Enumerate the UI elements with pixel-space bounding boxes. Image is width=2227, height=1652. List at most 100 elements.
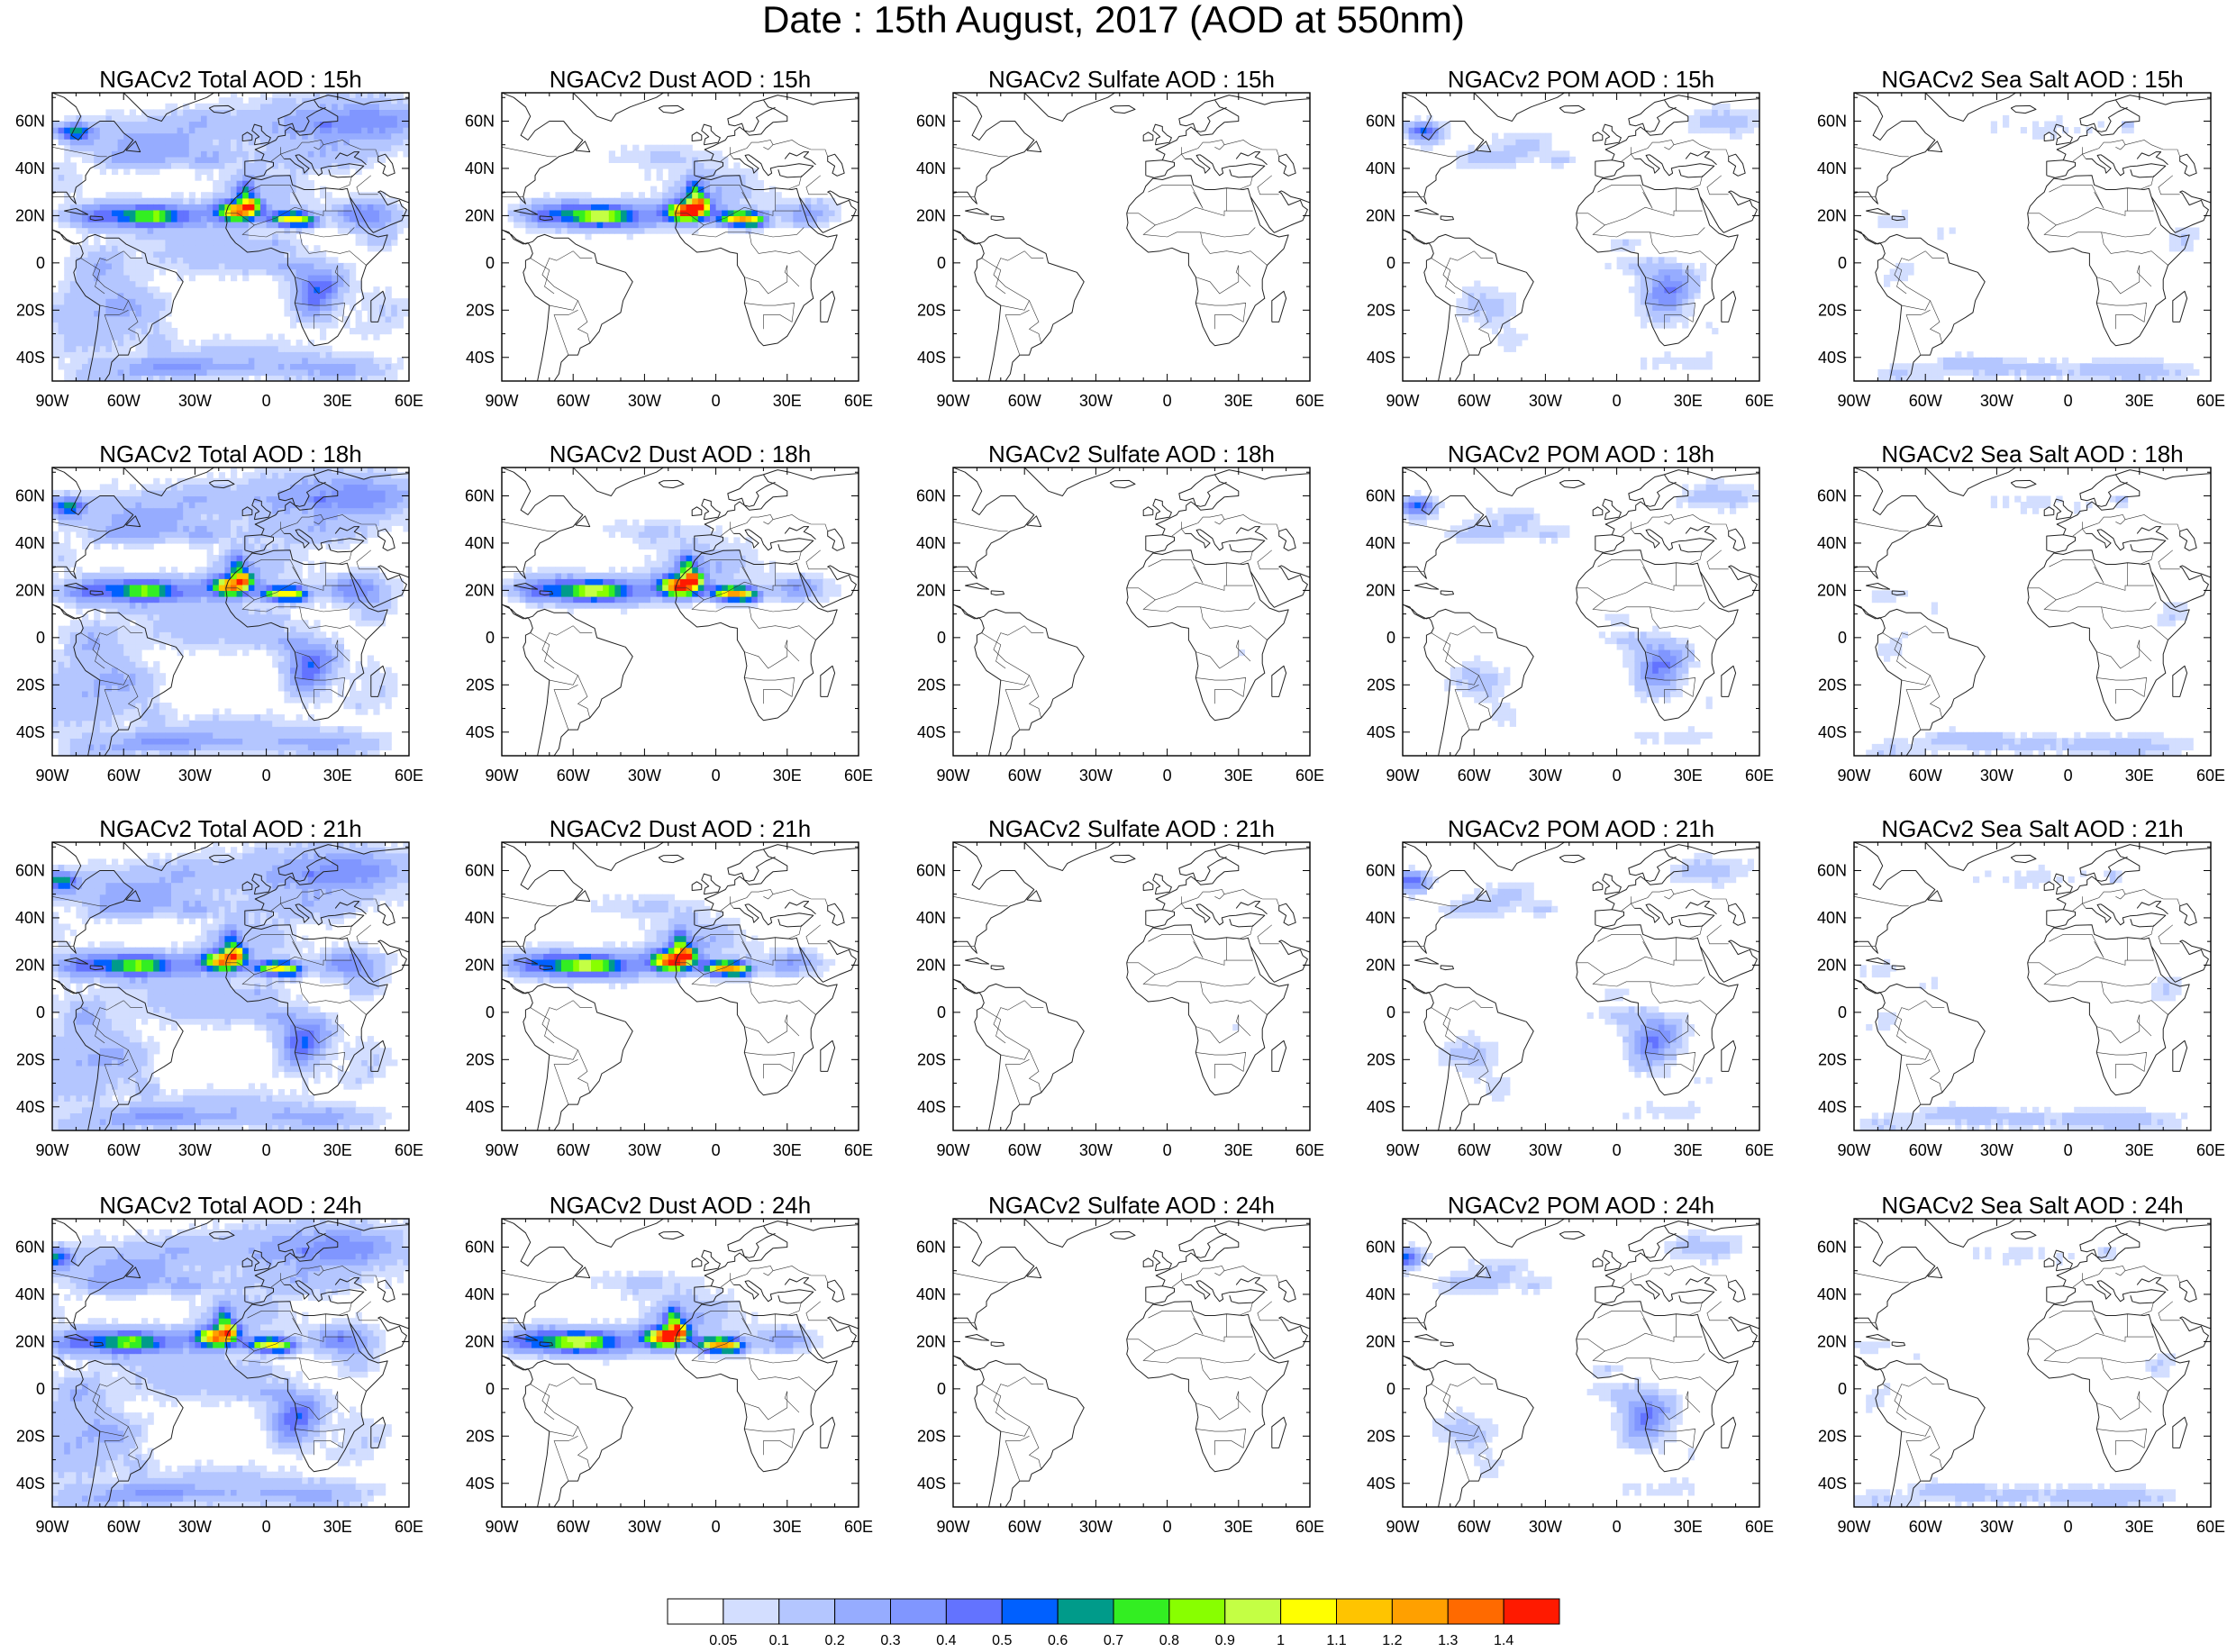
lon-tick-label: 30E xyxy=(323,1141,352,1159)
panel-title: NGACv2 Dust AOD : 24h xyxy=(502,1192,859,1219)
lat-tick-label: 60N xyxy=(1366,112,1395,130)
lon-tick-label: 0 xyxy=(262,392,271,410)
lon-tick-label: 60E xyxy=(2196,392,2225,410)
lat-tick-label: 40N xyxy=(916,909,946,927)
lon-tick-label: 0 xyxy=(262,767,271,785)
panel-title: NGACv2 Sulfate AOD : 21h xyxy=(953,815,1310,842)
lat-tick-label: 0 xyxy=(36,1380,45,1398)
panel-title: NGACv2 Dust AOD : 15h xyxy=(502,66,859,93)
lon-tick-label: 90W xyxy=(1837,1518,1870,1536)
lon-tick-label: 0 xyxy=(2064,767,2073,785)
lon-tick-label: 30E xyxy=(1224,1518,1253,1536)
lon-tick-label: 60W xyxy=(1458,1141,1491,1159)
lat-tick-label: 40S xyxy=(16,1098,45,1116)
lon-tick-label: 30W xyxy=(1529,767,1562,785)
lon-tick-label: 30W xyxy=(1079,392,1113,410)
lon-tick-label: 60W xyxy=(1008,767,1041,785)
lon-tick-label: 60E xyxy=(1745,1518,1774,1536)
lon-tick-label: 60E xyxy=(1745,1141,1774,1159)
lat-tick-label: 60N xyxy=(1366,861,1395,879)
lat-tick-label: 20S xyxy=(917,1427,946,1445)
lat-tick-label: 60N xyxy=(916,861,946,879)
lat-tick-label: 0 xyxy=(1386,629,1395,647)
lat-tick-label: 40N xyxy=(15,534,45,552)
lat-tick-label: 20S xyxy=(1367,676,1395,694)
lon-tick-label: 30E xyxy=(1674,1141,1703,1159)
lat-tick-label: 60N xyxy=(1366,486,1395,504)
lat-tick-label: 60N xyxy=(465,112,495,130)
lon-tick-label: 60W xyxy=(557,392,590,410)
colorbar-swatch xyxy=(1504,1599,1559,1624)
lon-tick-label: 60W xyxy=(107,1518,141,1536)
colorbar-label: 0.5 xyxy=(992,1633,1012,1647)
lat-tick-label: 40N xyxy=(1366,909,1395,927)
lat-tick-label: 60N xyxy=(465,486,495,504)
lon-tick-label: 90W xyxy=(936,392,969,410)
lat-tick-label: 40N xyxy=(1817,159,1847,177)
lat-tick-label: 20S xyxy=(1818,1427,1847,1445)
lat-tick-label: 40S xyxy=(917,1475,946,1493)
panel-title: NGACv2 Sea Salt AOD : 24h xyxy=(1854,1192,2211,1219)
lon-tick-label: 0 xyxy=(2064,392,2073,410)
lat-tick-label: 40S xyxy=(917,1098,946,1116)
lat-tick-label: 20S xyxy=(917,676,946,694)
lat-tick-label: 20S xyxy=(1367,1050,1395,1068)
lat-tick-label: 0 xyxy=(36,254,45,272)
colorbar-swatch xyxy=(1058,1599,1114,1624)
lat-tick-label: 0 xyxy=(1838,1003,1847,1021)
lon-tick-label: 60E xyxy=(844,767,873,785)
panel-title: NGACv2 Sea Salt AOD : 21h xyxy=(1854,815,2211,842)
lat-tick-label: 0 xyxy=(1838,629,1847,647)
lon-tick-label: 30W xyxy=(1079,767,1113,785)
panel-title: NGACv2 Total AOD : 24h xyxy=(52,1192,409,1219)
lat-tick-label: 40N xyxy=(15,159,45,177)
lat-tick-label: 40S xyxy=(1818,723,1847,741)
lat-tick-label: 40N xyxy=(15,909,45,927)
lat-tick-label: 60N xyxy=(15,486,45,504)
lon-tick-label: 30E xyxy=(773,392,802,410)
colorbar-label: 1.4 xyxy=(1494,1633,1513,1647)
lat-tick-label: 60N xyxy=(916,112,946,130)
colorbar-swatch xyxy=(668,1599,723,1624)
lat-tick-label: 40S xyxy=(1818,1475,1847,1493)
lon-tick-label: 0 xyxy=(712,767,721,785)
lat-tick-label: 40S xyxy=(1367,1475,1395,1493)
lat-tick-label: 20S xyxy=(466,301,495,319)
lat-tick-label: 20S xyxy=(466,1050,495,1068)
lon-tick-label: 60W xyxy=(557,1141,590,1159)
lon-tick-label: 90W xyxy=(35,1518,68,1536)
lat-tick-label: 20S xyxy=(466,676,495,694)
lat-tick-label: 60N xyxy=(15,1238,45,1256)
lat-tick-label: 40N xyxy=(465,1285,495,1303)
lat-tick-label: 40N xyxy=(1366,159,1395,177)
lat-tick-label: 20N xyxy=(916,1332,946,1350)
lat-tick-label: 40S xyxy=(1367,349,1395,367)
lon-tick-label: 60W xyxy=(1909,1518,1942,1536)
lon-tick-label: 90W xyxy=(1386,767,1419,785)
lon-tick-label: 60W xyxy=(1458,1518,1491,1536)
panel-title: NGACv2 Total AOD : 15h xyxy=(52,66,409,93)
lon-tick-label: 30W xyxy=(1980,767,2013,785)
colorbar-swatch xyxy=(1114,1599,1169,1624)
lon-tick-label: 30W xyxy=(628,392,661,410)
lon-tick-label: 90W xyxy=(1386,1518,1419,1536)
lat-tick-label: 20N xyxy=(1366,956,1395,974)
lon-tick-label: 30E xyxy=(1224,767,1253,785)
